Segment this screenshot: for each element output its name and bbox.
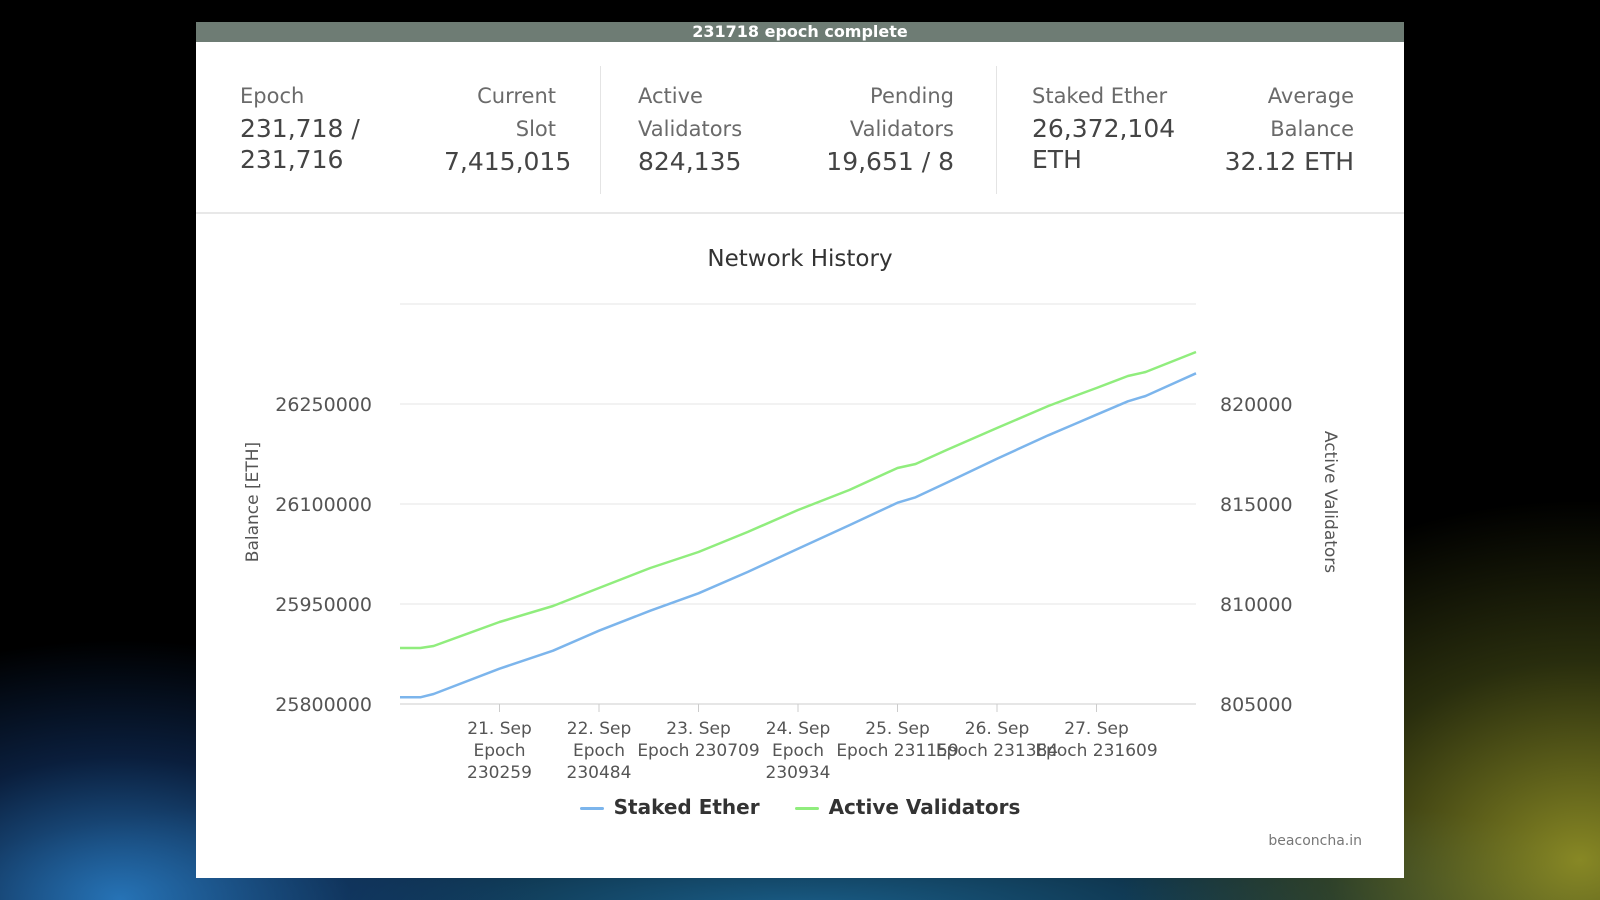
chart-series bbox=[400, 350, 1197, 699]
stat-average-balance-label: Average Balance bbox=[1267, 84, 1354, 141]
chart-legend: Staked Ether Active Validators bbox=[196, 795, 1404, 819]
stat-epoch-label: Epoch bbox=[240, 84, 305, 108]
x-tick-label: 23. Sep bbox=[666, 719, 730, 739]
stat-active-validators: Active Validators 824,135 bbox=[638, 80, 788, 177]
network-history-chart: Network History 25800000 25950000 26100000… bbox=[243, 246, 1340, 783]
stat-staked-ether-value: 26,372,104 ETH bbox=[1032, 114, 1176, 174]
right-tick-label: 815000 bbox=[1220, 494, 1293, 516]
right-tick-label: 810000 bbox=[1220, 594, 1293, 616]
right-axis-ticks: 805000 810000 815000 820000 bbox=[1220, 394, 1293, 716]
right-tick-label: 820000 bbox=[1220, 394, 1293, 416]
legend-item-active-validators[interactable]: Active Validators bbox=[794, 795, 1021, 819]
stat-active-validators-value: 824,135 bbox=[638, 147, 742, 176]
stats-divider bbox=[996, 66, 997, 194]
x-tick-label: Epoch 230709 bbox=[637, 741, 759, 761]
stat-current-slot: Current Slot 7,415,015 bbox=[444, 80, 572, 177]
legend-label-staked-ether: Staked Ether bbox=[613, 795, 760, 819]
legend-label-active-validators: Active Validators bbox=[828, 795, 1021, 819]
left-tick-label: 25950000 bbox=[275, 594, 372, 616]
stat-current-slot-label: Current Slot bbox=[477, 84, 556, 141]
x-tick-label: 27. Sep bbox=[1064, 719, 1128, 739]
x-tick-label: 26. Sep bbox=[965, 719, 1029, 739]
left-tick-label: 25800000 bbox=[275, 694, 372, 716]
credit-link[interactable]: beaconcha.in bbox=[1268, 833, 1362, 849]
stat-average-balance-value: 32.12 ETH bbox=[1224, 147, 1354, 176]
legend-swatch-active-validators bbox=[794, 807, 819, 810]
x-tick-label: 24. Sep bbox=[766, 719, 830, 739]
epoch-banner: 231718 epoch complete bbox=[196, 22, 1404, 42]
stat-active-validators-label: Active Validators bbox=[638, 84, 743, 141]
chart-grid bbox=[400, 303, 1196, 705]
legend-swatch-staked-ether bbox=[579, 807, 604, 810]
stat-average-balance: Average Balance 32.12 ETH bbox=[1206, 80, 1354, 177]
stat-staked-ether-label: Staked Ether bbox=[1032, 84, 1168, 108]
stats-divider bbox=[600, 66, 601, 194]
stat-staked-ether: Staked Ether 26,372,104 ETH bbox=[1032, 80, 1182, 175]
left-tick-label: 26250000 bbox=[275, 394, 372, 416]
x-tick-label: 22. Sep bbox=[567, 719, 631, 739]
network-card: 231718 epoch complete Epoch 231,718 / 23… bbox=[196, 22, 1404, 878]
x-tick-label: 25. Sep bbox=[865, 719, 929, 739]
right-axis-label: Active Validators bbox=[1320, 431, 1340, 573]
left-axis-ticks: 25800000 25950000 26100000 26250000 bbox=[275, 394, 372, 716]
x-tick-label: Epoch bbox=[772, 741, 824, 761]
x-tick-label: 230484 bbox=[567, 763, 632, 783]
stat-epoch-value: 231,718 / 231,716 bbox=[240, 114, 360, 174]
stat-epoch: Epoch 231,718 / 231,716 bbox=[240, 80, 390, 175]
stats-row: Epoch 231,718 / 231,716 Current Slot 7,4… bbox=[196, 42, 1404, 214]
stat-pending-validators-label: Pending Validators bbox=[849, 84, 954, 141]
x-tick-label: Epoch 231384 bbox=[936, 741, 1058, 761]
series-line-active-validators[interactable] bbox=[400, 350, 1197, 650]
stat-current-slot-value: 7,415,015 bbox=[444, 147, 572, 176]
x-tick-label: Epoch bbox=[473, 741, 525, 761]
x-tick-label: Epoch 231159 bbox=[836, 741, 958, 761]
legend-item-staked-ether[interactable]: Staked Ether bbox=[579, 795, 760, 819]
left-axis-label: Balance [ETH] bbox=[243, 442, 263, 562]
x-tick-label: Epoch bbox=[573, 741, 625, 761]
stat-pending-validators-value: 19,651 / 8 bbox=[826, 147, 954, 176]
stat-pending-validators: Pending Validators 19,651 / 8 bbox=[816, 80, 954, 177]
x-tick-label: 21. Sep bbox=[467, 719, 531, 739]
x-tick-label: 230934 bbox=[766, 763, 831, 783]
series-line-staked-ether[interactable] bbox=[400, 372, 1197, 699]
chart-title: Network History bbox=[707, 246, 892, 272]
left-tick-label: 26100000 bbox=[275, 494, 372, 516]
right-tick-label: 805000 bbox=[1220, 694, 1293, 716]
x-tick-label: Epoch 231609 bbox=[1035, 741, 1157, 761]
x-tick-label: 230259 bbox=[467, 763, 532, 783]
